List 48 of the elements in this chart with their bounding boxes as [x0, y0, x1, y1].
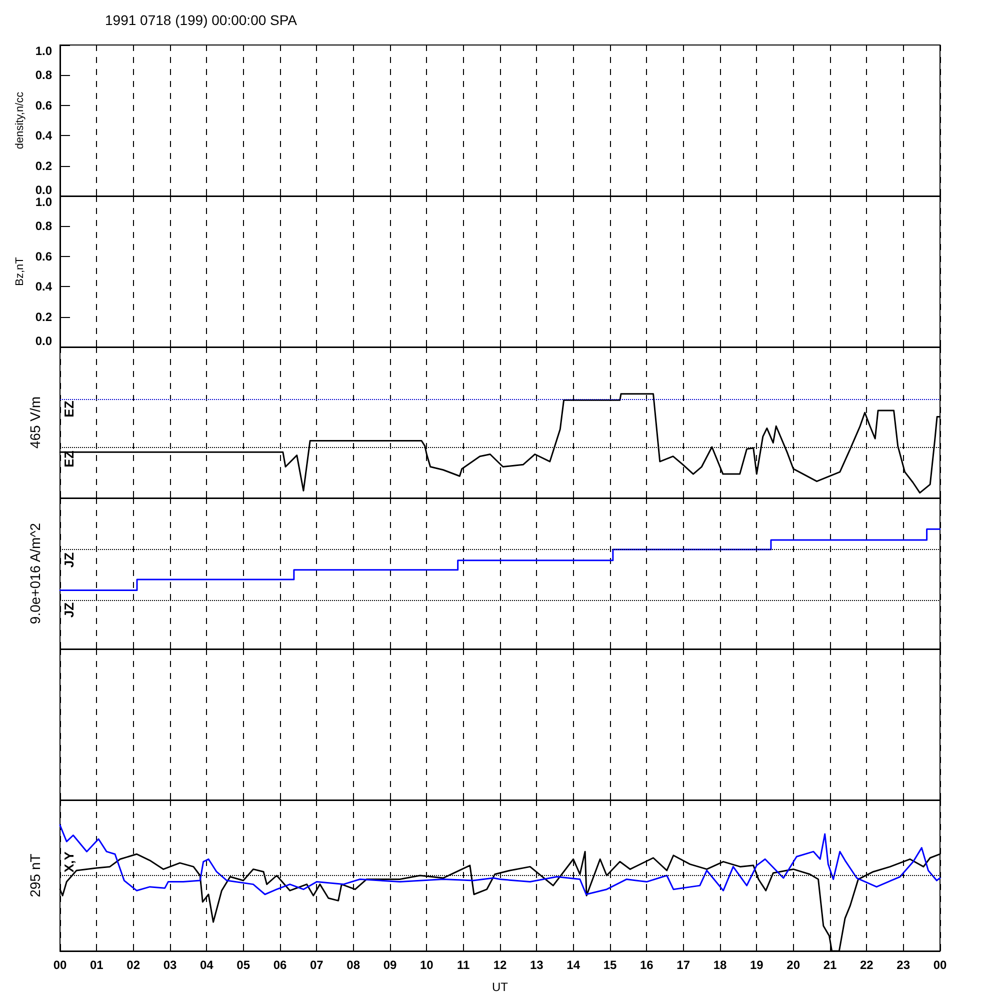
- x-tick-label: 04: [200, 958, 214, 972]
- y-tick-label: 0.0: [35, 334, 52, 348]
- x-tick-label: 15: [603, 958, 617, 972]
- x-tick-label: 07: [310, 958, 324, 972]
- x-tick-label: 08: [346, 958, 360, 972]
- x-axis-title: UT: [492, 980, 509, 994]
- annotation: EZ: [62, 400, 76, 418]
- x-tick-label: 02: [126, 958, 140, 972]
- y-tick-label: 0.4: [35, 128, 52, 143]
- y-axis-title: 465 V/m: [27, 396, 43, 449]
- x-tick-label: 06: [273, 958, 287, 972]
- x-tick-label: 17: [676, 958, 690, 972]
- x-tick-label: 20: [786, 958, 800, 972]
- x-tick-label: 00: [53, 958, 67, 972]
- y-tick-label: 0.8: [35, 219, 52, 234]
- x-tick-label: 21: [823, 958, 837, 972]
- x-tick-label: 03: [163, 958, 177, 972]
- x-tick-label: 05: [236, 958, 250, 972]
- x-tick-label: 18: [713, 958, 727, 972]
- x-tick-label: 09: [383, 958, 397, 972]
- y-tick-label: 1.0: [35, 195, 52, 209]
- chart-title: 1991 0718 (199) 00:00:00 SPA: [105, 12, 298, 28]
- annotation: X,Y: [62, 851, 76, 872]
- y-tick-label: 0.2: [35, 310, 52, 324]
- x-tick-label: 00: [933, 958, 947, 972]
- x-tick-label: 11: [456, 958, 470, 972]
- y-tick-label: 0.6: [35, 98, 52, 112]
- x-tick-label: 14: [566, 958, 580, 972]
- y-axis-title: 9.0e+016 A/m^2: [27, 522, 43, 624]
- x-tick-label: 13: [530, 958, 544, 972]
- y-tick-label: 1.0: [35, 44, 52, 58]
- x-tick-label: 16: [640, 958, 654, 972]
- y-tick-label: 0.8: [35, 68, 52, 82]
- y-tick-label: 0.4: [35, 280, 52, 294]
- x-tick-label: 01: [90, 958, 104, 972]
- y-axis-title: 295 nT: [27, 853, 43, 898]
- x-tick-label: 22: [860, 958, 874, 972]
- x-tick-label: 12: [493, 958, 507, 972]
- x-tick-label: 10: [420, 958, 434, 972]
- y-tick-label: 0.2: [35, 158, 52, 173]
- x-tick-label: 23: [896, 958, 910, 972]
- annotation: JZ: [62, 552, 76, 568]
- x-tick-label: 19: [750, 958, 764, 972]
- annotation: JZ: [62, 602, 76, 618]
- y-tick-label: 0.6: [35, 249, 52, 264]
- y-axis-title: density,n/cc: [14, 91, 26, 150]
- y-tick-label: 0.0: [35, 183, 52, 197]
- y-axis-title: Bz,nT: [14, 256, 26, 286]
